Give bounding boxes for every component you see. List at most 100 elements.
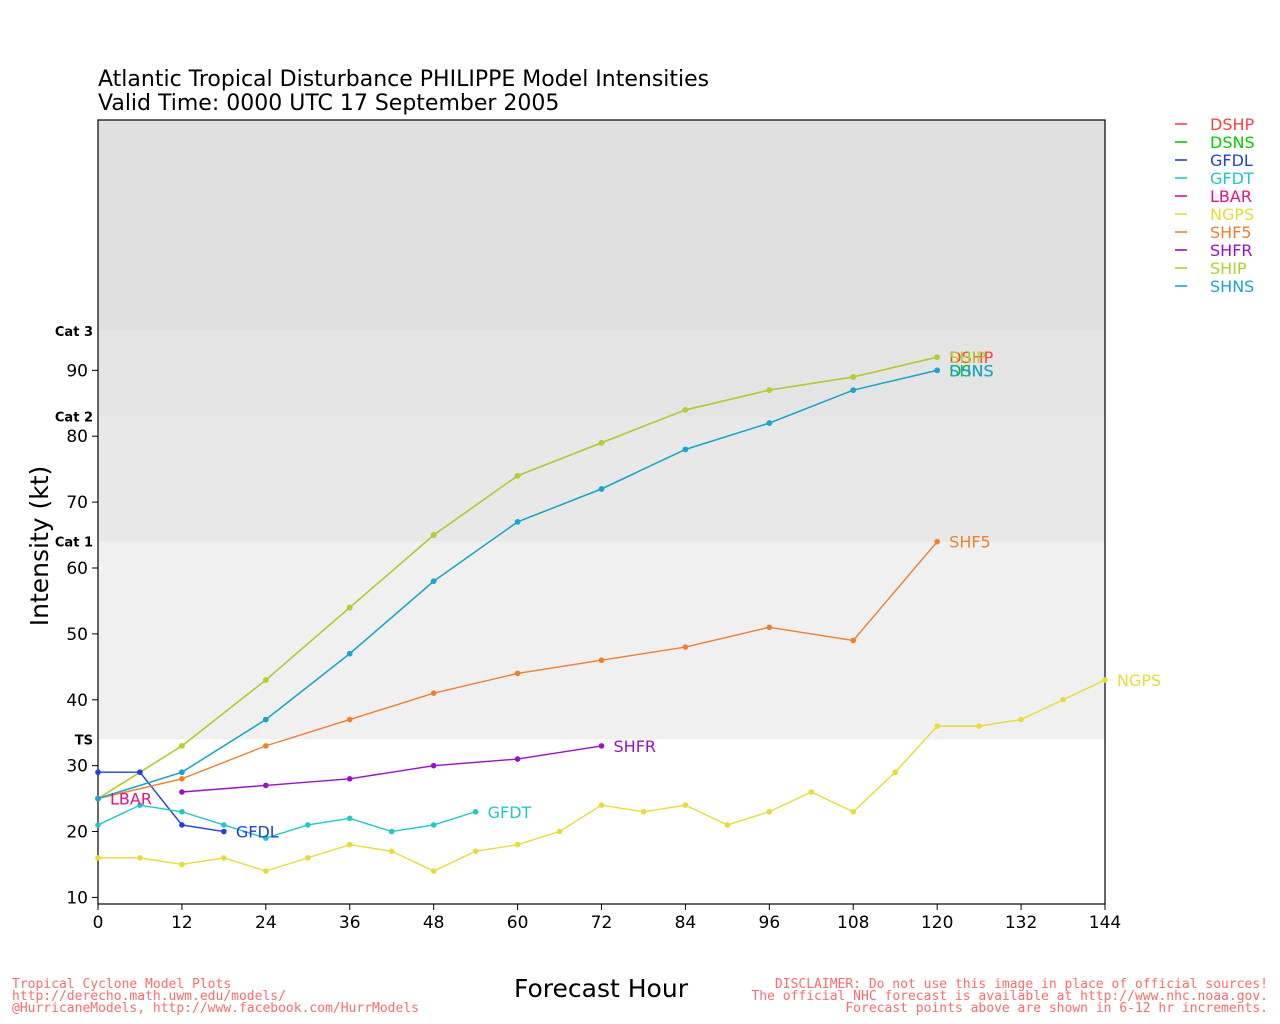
legend-label-dshp: DSHP xyxy=(1210,115,1255,134)
data-point-shns xyxy=(346,650,353,657)
data-point-ngps xyxy=(766,808,773,815)
data-point-ngps xyxy=(934,723,940,729)
series-line-gfdl xyxy=(98,771,224,833)
data-point-ngps xyxy=(1102,677,1108,683)
y-axis-label: Intensity (kt) xyxy=(25,466,54,627)
data-point-ngps xyxy=(263,868,269,874)
legend-label-shfr: SHFR xyxy=(1210,241,1253,260)
data-point-ship xyxy=(430,532,437,538)
series-end-label-gfdl: GFDL xyxy=(236,823,279,842)
data-point-ngps xyxy=(850,808,857,815)
y-tick-label: 60 xyxy=(66,559,88,579)
legend-label-lbar: LBAR xyxy=(1210,187,1252,206)
footer-left-2: http://derecho.math.uwm.edu/models/ xyxy=(12,989,286,1004)
data-point-ngps xyxy=(1018,716,1024,723)
series-end-label-dsns: DSNS xyxy=(949,361,994,380)
y-tick-label: 90 xyxy=(66,361,88,381)
data-point-ship xyxy=(514,472,521,479)
footer-right-2: The official NHC forecast is available a… xyxy=(751,989,1268,1004)
x-tick-label: 72 xyxy=(591,913,613,933)
series-end-label-lbar: LBAR xyxy=(110,790,152,809)
data-point-ngps xyxy=(598,802,605,808)
data-point-ngps xyxy=(682,802,689,808)
data-point-shns xyxy=(766,420,773,426)
data-point-ngps xyxy=(95,855,101,861)
legend-label-gfdt: GFDT xyxy=(1210,169,1254,188)
series-end-label-shns: SHNS xyxy=(949,361,993,380)
x-axis-ticks: 0 12 24 36 48 60 72 84 96 108 120 132 144 xyxy=(93,904,1121,933)
data-point-shf5 xyxy=(682,644,689,650)
footer-left-1: Tropical Cyclone Model Plots xyxy=(12,977,231,992)
x-tick-label: 96 xyxy=(759,913,781,933)
data-point-ngps xyxy=(304,855,311,861)
data-point-shf5 xyxy=(766,624,773,631)
x-tick-label: 144 xyxy=(1089,913,1121,933)
data-point-ship xyxy=(934,354,940,360)
data-point-shf5 xyxy=(179,776,185,782)
band-ts xyxy=(98,541,1105,740)
data-point-ngps xyxy=(556,828,563,835)
data-point-gfdt xyxy=(304,822,311,828)
band-cat-3 xyxy=(98,120,1105,331)
footer-right-3: Forecast points above are shown in 6-12 … xyxy=(845,1001,1268,1016)
y-tick-label: 10 xyxy=(66,888,88,908)
legend-label-ship: SHIP xyxy=(1210,259,1247,278)
data-point-ngps xyxy=(640,808,647,815)
data-point-shf5 xyxy=(346,716,353,723)
series-line-shfr xyxy=(181,745,602,793)
data-point-ship xyxy=(682,407,689,413)
data-point-gfdt xyxy=(430,822,437,828)
y-tick-label: 30 xyxy=(66,757,88,777)
footer-left-3: @HurricaneModels, http://www.facebook.co… xyxy=(12,1001,419,1016)
data-point-ngps xyxy=(137,855,143,861)
data-point-gfdt xyxy=(263,835,269,841)
x-tick-label: 120 xyxy=(921,913,953,933)
series-line-gfdt xyxy=(97,804,476,839)
data-point-shf5 xyxy=(263,743,269,749)
y-tick-label: 40 xyxy=(66,691,88,711)
data-point-ngps xyxy=(724,822,731,828)
series-end-label-shfr: SHFR xyxy=(614,737,657,756)
footer-right-1: DISCLAIMER: Do not use this image in pla… xyxy=(775,977,1268,992)
chart-title: Atlantic Tropical Disturbance PHILIPPE M… xyxy=(98,67,709,92)
category-label-cat-3: Cat 3 xyxy=(55,325,93,340)
data-point-shns xyxy=(598,486,605,492)
x-tick-label: 36 xyxy=(339,913,361,933)
data-point-shf5 xyxy=(850,637,857,644)
y-axis-ticks: 10 20 30 40 50 60 70 80 90 xyxy=(66,361,98,908)
data-point-ngps xyxy=(808,789,815,795)
series-end-label-ship: SHIP xyxy=(949,348,986,367)
series-end-label-gfdt: GFDT xyxy=(488,803,532,822)
category-labels: TS Cat 1 Cat 2 Cat 3 xyxy=(55,325,93,748)
data-point-ngps xyxy=(179,861,185,868)
data-point-shns xyxy=(934,367,940,374)
data-point-shns xyxy=(430,578,437,584)
data-point-ngps xyxy=(346,841,353,848)
data-point-ngps xyxy=(976,723,982,729)
data-point-ship xyxy=(346,604,353,611)
data-point-ship xyxy=(850,374,857,380)
y-tick-label: 70 xyxy=(66,493,88,513)
series-end-label-shf5: SHF5 xyxy=(949,533,991,552)
y-tick-label: 50 xyxy=(66,625,88,645)
data-point-gfdt xyxy=(95,822,101,828)
data-point-shf5 xyxy=(430,690,437,696)
data-point-shfr xyxy=(263,782,269,789)
x-tick-label: 12 xyxy=(171,913,193,933)
category-label-cat-2: Cat 2 xyxy=(55,410,93,425)
series-points xyxy=(95,354,1108,874)
data-point-shf5 xyxy=(934,538,940,545)
legend-label-shns: SHNS xyxy=(1210,277,1254,296)
chart-subtitle: Valid Time: 0000 UTC 17 September 2005 xyxy=(98,91,559,116)
data-point-gfdt xyxy=(388,828,395,835)
data-point-shns xyxy=(850,387,857,393)
data-point-ship xyxy=(263,677,269,683)
data-point-shns xyxy=(263,716,269,723)
data-point-shfr xyxy=(346,776,353,782)
y-tick-label: 20 xyxy=(66,823,88,843)
data-point-gfdt xyxy=(137,802,143,808)
data-point-gfdl xyxy=(179,822,185,828)
